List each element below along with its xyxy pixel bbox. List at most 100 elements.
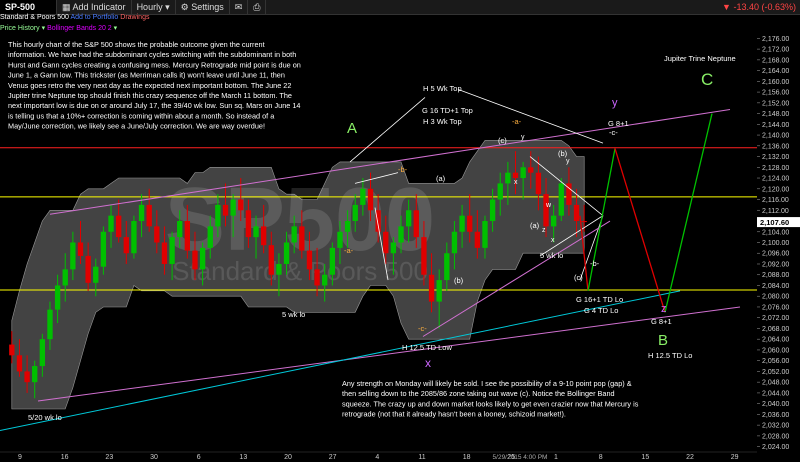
y-tick-label: 2,052.00 — [762, 369, 789, 376]
candle-body — [146, 204, 152, 227]
candle-body — [230, 199, 236, 216]
commentary-top-line: information. We have had the subdominant… — [8, 50, 296, 59]
candle-body — [421, 237, 427, 275]
commentary-top-line: is telling us that a 10%+ correction is … — [8, 111, 275, 120]
change-arrow-icon: ▼ — [722, 2, 731, 12]
print-button[interactable]: ⎙ — [248, 0, 267, 14]
candle-body — [314, 269, 320, 286]
x-tick-label: 25 — [507, 454, 515, 461]
drawings-link[interactable]: Drawings — [120, 14, 150, 21]
candle-body — [184, 221, 191, 251]
candle-body — [245, 210, 252, 238]
y-tick-label: 2,024.00 — [762, 444, 789, 451]
subheader: Standard & Poors 500 Add to Portfolio Dr… — [0, 14, 149, 21]
candle-body — [47, 309, 53, 340]
line-a-to-h5 — [349, 97, 426, 163]
candle-body — [169, 237, 175, 264]
g4-lo-label: G 4 TD Lo — [584, 306, 618, 315]
wave-x2-label: x — [551, 237, 555, 244]
settings-label: Settings — [191, 2, 224, 12]
lower-channel-line — [37, 306, 741, 402]
commentary-bottom-line: Any strength on Monday will likely be so… — [342, 379, 632, 388]
h5-wk-top-label: H 5 Wk Top — [423, 84, 462, 93]
candle-body — [444, 253, 450, 281]
candle-body — [474, 231, 481, 248]
x-tick-label: 29 — [731, 454, 739, 461]
x-tick-label: 20 — [284, 454, 292, 461]
last-price-box — [757, 217, 800, 228]
projection-drop — [579, 215, 589, 291]
candle-body — [24, 371, 30, 383]
candle-body — [451, 231, 458, 254]
candle-body — [16, 355, 23, 372]
candle-body — [306, 250, 313, 270]
h3-wk-top-label: H 3 Wk Top — [423, 117, 462, 126]
y-tick-label: 2,100.00 — [762, 240, 789, 247]
change-value: -13.40 (-0.63%) — [733, 2, 796, 12]
g8-bottom-label: G 8+1 — [651, 317, 672, 326]
candle-body — [497, 183, 503, 200]
candle-body — [123, 237, 129, 254]
g16-top-label: G 16 TD+1 Top — [422, 106, 473, 115]
a-mid-label: -a- — [512, 117, 522, 126]
candle-body — [54, 285, 61, 310]
candle-body — [489, 199, 496, 222]
price-history-legend[interactable]: Price History — [0, 25, 40, 32]
add-indicator-button[interactable]: ▦ Add Indicator — [57, 0, 132, 14]
candle-body — [100, 231, 107, 267]
candle-body — [329, 247, 336, 275]
candle-body — [199, 247, 206, 270]
y-tick-label: 2,072.00 — [762, 315, 789, 322]
candle-body — [543, 194, 549, 227]
candle-body — [367, 188, 374, 211]
candle-body — [550, 215, 557, 227]
commentary-top-line: Jupiter trine Neptune top should finish … — [8, 91, 292, 100]
c-left-label: -c- — [418, 324, 427, 333]
triangle-tip — [579, 215, 604, 281]
y-tick-label: 2,068.00 — [762, 326, 789, 333]
commentary-top-line: next important low is due on or around J… — [8, 101, 300, 110]
y-tick-label: 2,048.00 — [762, 380, 789, 387]
candle-body — [299, 226, 305, 251]
y-tick-label: 2,116.00 — [762, 197, 789, 204]
x-tick-label: 15 — [641, 454, 649, 461]
y-tick-label: 2,136.00 — [762, 143, 789, 150]
candle-body — [482, 221, 488, 248]
wave-y-label: y — [521, 134, 525, 141]
wave-support-line — [422, 220, 611, 337]
b-right-label: -b- — [590, 259, 600, 268]
candle-body — [344, 221, 351, 232]
candle-body — [268, 245, 274, 275]
x-tick-label: 13 — [239, 454, 247, 461]
share-icon: ✉ — [234, 2, 243, 12]
y-wave-label: y — [612, 97, 618, 109]
c-top-label: -c- — [609, 128, 618, 137]
y-tick-label: 2,084.00 — [762, 283, 789, 290]
bollinger-legend[interactable]: Bollinger Bands 20 2 — [47, 25, 112, 32]
x-axis: 9 16 23 30 6 13 20 27 4 11 18 25 1 8 15 22 295/29/2015 4… — [0, 451, 757, 461]
candle-body — [161, 242, 168, 264]
x-date-label: 5/29/2015 4:00 PM — [493, 454, 548, 461]
settings-button[interactable]: ⚙ Settings — [176, 0, 230, 14]
g8-top-label: G 8+1 — [608, 119, 629, 128]
symbol-field[interactable]: SP-500 — [0, 0, 57, 14]
a-left-label: -a- — [344, 246, 354, 255]
candle-body — [276, 263, 282, 275]
wave-b2-label: (b) — [558, 149, 568, 158]
candle-body — [283, 242, 290, 264]
projection-decline — [614, 148, 666, 313]
y-tick-label: 2,040.00 — [762, 401, 789, 408]
triangle-lower — [539, 215, 604, 257]
candle-body — [581, 221, 587, 223]
y-tick-label: 2,036.00 — [762, 412, 789, 419]
wk5-lo-right-label: 5 wk lo — [540, 251, 563, 260]
add-portfolio-link[interactable]: Add to Portfolio — [70, 14, 119, 21]
commentary-bottom-line: retrograde (not that it already hasn't b… — [342, 410, 566, 419]
wave-a2-label: (a) — [530, 221, 540, 230]
interval-select[interactable]: Hourly ▾ — [132, 0, 176, 14]
candle-body — [222, 204, 229, 216]
share-button[interactable]: ✉ — [230, 0, 249, 14]
projection-rally — [587, 148, 616, 291]
watermark: SP500 — [165, 170, 435, 270]
